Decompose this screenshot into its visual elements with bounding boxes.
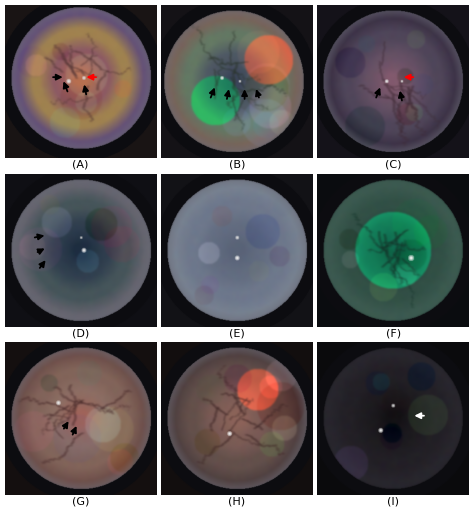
X-axis label: (H): (H): [228, 497, 246, 507]
X-axis label: (B): (B): [229, 160, 245, 170]
X-axis label: (D): (D): [72, 328, 89, 338]
X-axis label: (C): (C): [385, 160, 401, 170]
X-axis label: (F): (F): [386, 328, 401, 338]
X-axis label: (A): (A): [73, 160, 89, 170]
X-axis label: (G): (G): [72, 497, 89, 507]
X-axis label: (I): (I): [387, 497, 400, 507]
X-axis label: (E): (E): [229, 328, 245, 338]
